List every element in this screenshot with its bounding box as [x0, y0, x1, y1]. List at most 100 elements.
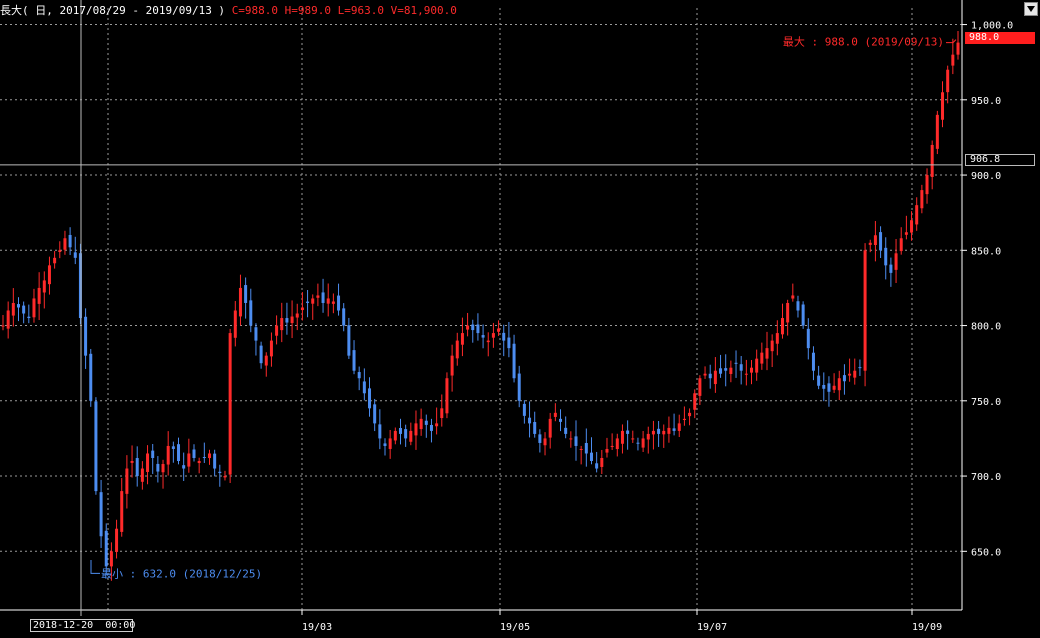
candle-body: [383, 443, 387, 446]
candle-body: [135, 458, 139, 477]
candle-body: [780, 318, 784, 335]
candle-body: [58, 250, 62, 252]
candle-body: [223, 476, 227, 478]
y-tick-label: 850.0: [971, 246, 1001, 257]
candle-body: [63, 238, 67, 250]
candle-body: [337, 295, 341, 311]
candle-body: [858, 367, 862, 369]
candle-body: [579, 448, 583, 450]
candle-body: [930, 144, 934, 177]
candle-body: [853, 370, 857, 378]
candle-body: [84, 316, 88, 356]
candle-body: [507, 337, 511, 349]
candle-body: [698, 378, 702, 396]
ohlc-readout: C=988.0 H=989.0 L=963.0 V=81,900.0: [231, 4, 457, 17]
candle-body: [419, 418, 423, 430]
candle-body: [373, 404, 377, 424]
candle-body: [910, 220, 914, 233]
candle-body: [285, 318, 289, 323]
candle-body: [517, 373, 521, 401]
candle-body: [667, 427, 671, 434]
candle-body: [89, 353, 93, 401]
candle-body: [156, 463, 160, 472]
candle-body: [259, 345, 263, 364]
candle-body: [440, 408, 444, 419]
last-price-label: 988.0: [965, 32, 1035, 44]
candle-body: [889, 264, 893, 273]
candle-body: [491, 333, 495, 338]
candle-body: [424, 420, 428, 425]
candle-body: [42, 280, 46, 293]
candle-body: [316, 295, 320, 298]
chevron-down-icon[interactable]: [1024, 2, 1038, 16]
candle-body: [104, 530, 108, 567]
candle-body: [574, 436, 578, 446]
candle-body: [177, 444, 181, 462]
candle-body: [398, 427, 402, 434]
candle-body: [471, 324, 475, 331]
candle-body: [755, 358, 759, 373]
candle-body: [765, 348, 769, 359]
candle-body: [646, 433, 650, 440]
candle-body: [306, 301, 310, 303]
candle-body: [295, 313, 299, 318]
candle-body: [796, 301, 800, 311]
x-tick-label: 19/03: [302, 622, 332, 633]
candle-body: [879, 232, 883, 251]
candle-body: [78, 253, 82, 319]
candle-body: [884, 247, 888, 266]
min-annotation: 最小 : 632.0 (2018/12/25): [101, 567, 262, 580]
candle-body: [321, 292, 325, 303]
candle-body: [605, 448, 609, 453]
candle-body: [290, 316, 294, 324]
candle-body: [264, 355, 268, 366]
grid-lines: [0, 8, 962, 610]
candle-body: [626, 430, 630, 434]
candle-body: [564, 427, 568, 434]
candle-body: [182, 465, 186, 469]
candle-body: [497, 328, 501, 332]
candle-body: [331, 301, 335, 304]
candle-body: [249, 300, 253, 326]
candle-body: [548, 418, 552, 438]
candle-body: [863, 250, 867, 371]
candle-body: [842, 375, 846, 382]
x-tick-label: 19/09: [912, 622, 942, 633]
candle-body: [27, 316, 31, 319]
candle-body: [935, 114, 939, 149]
candle-body: [915, 205, 919, 225]
candle-body: [956, 42, 960, 55]
candle-body: [651, 430, 655, 435]
candle-body: [662, 430, 666, 435]
candle-body: [770, 340, 774, 352]
candle-body: [300, 307, 304, 311]
x-tick-label: 19/07: [697, 622, 727, 633]
candle-body: [11, 302, 15, 316]
candle-body: [610, 445, 614, 447]
candle-body: [801, 304, 805, 326]
candle-body: [202, 457, 206, 459]
candle-body: [837, 378, 841, 391]
candle-body: [786, 302, 790, 323]
candle-body: [68, 234, 72, 248]
candle-body: [688, 412, 692, 417]
min-pointer: [90, 560, 100, 574]
candle-body: [362, 381, 366, 394]
candle-body: [109, 551, 113, 567]
candle-body: [404, 429, 408, 439]
candle-body: [693, 393, 697, 410]
candle-body: [476, 324, 480, 334]
candle-body: [6, 310, 10, 329]
candle-body: [708, 373, 712, 379]
candle-body: [904, 232, 908, 235]
candle-body: [724, 368, 728, 371]
max-pointer: [946, 39, 957, 44]
y-tick-label: 1,000.0: [971, 21, 1013, 32]
candle-body: [171, 446, 175, 449]
candle-body: [32, 298, 36, 318]
candle-body: [378, 424, 382, 439]
candle-body: [275, 325, 279, 336]
candle-body: [192, 449, 196, 458]
candle-body: [99, 492, 103, 537]
